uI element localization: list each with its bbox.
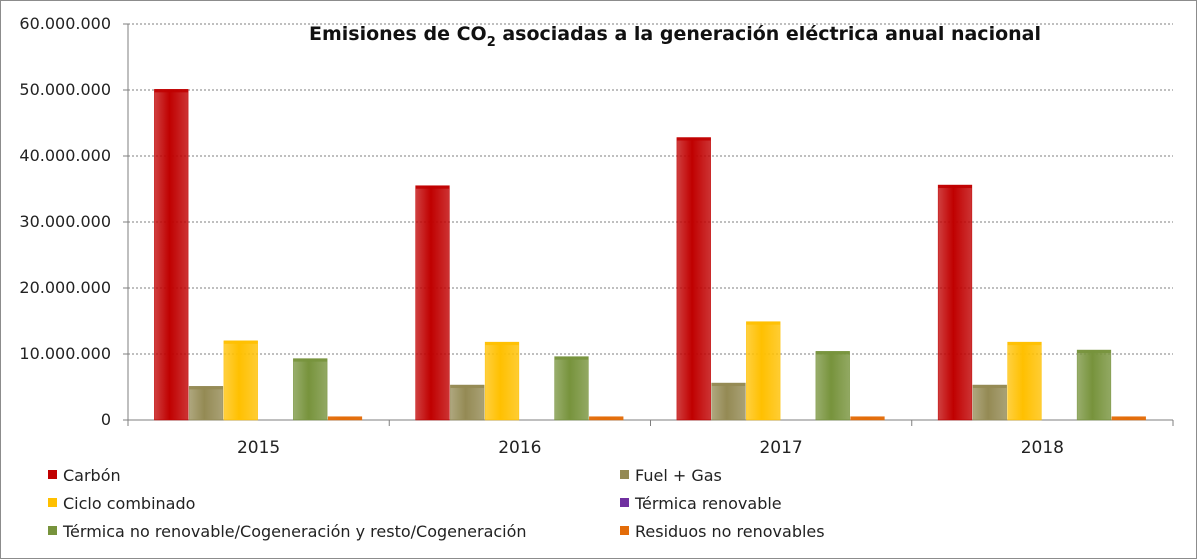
legend-label: Residuos no renovables [635,522,825,541]
bar-top-1-2016 [415,185,450,189]
legend-label: Ciclo combinado [63,494,196,513]
bar-top-6-2016 [589,416,624,420]
y-tick-label: 50.000.000 [19,80,111,99]
bar-3-2018 [1007,341,1042,421]
legend-swatch [620,498,629,507]
y-tick-label: 20.000.000 [19,278,111,297]
bar-1-2016 [415,185,450,421]
bar-1-2018 [937,184,973,421]
bar-top-1-2015 [154,89,189,93]
chart-title: Emisiones de CO2 asociadas a la generaci… [309,23,1041,50]
bar-top-1-2017 [676,137,711,141]
x-tick-label: 2016 [498,438,541,458]
bar-top-5-2017 [815,351,850,355]
legend-swatch [48,498,57,507]
bar-5-2018 [1076,349,1112,421]
legend-swatch [620,526,629,535]
bar-5-2016 [554,356,589,421]
bar-top-3-2015 [223,340,258,344]
bar-2-2018 [972,384,1007,421]
y-tick-label: 40.000.000 [19,146,111,165]
bar-top-3-2018 [1007,342,1042,346]
x-tick-label: 2018 [1021,438,1064,458]
legend-label: Carbón [63,466,121,485]
bar-5-2015 [293,358,328,421]
bar-2-2015 [188,386,224,421]
bar-top-2-2015 [189,386,223,390]
bar-1-2015 [154,89,189,421]
y-tick-label: 60.000.000 [19,14,111,33]
bar-top-6-2017 [850,416,885,420]
bar-top-1-2018 [938,185,972,189]
legend-swatch [48,470,57,479]
bar-2-2017 [711,382,746,421]
y-tick-label: 30.000.000 [19,212,111,231]
bar-3-2017 [746,321,781,421]
legend-item: Ciclo combinado [48,494,195,513]
legend-item: Carbón [48,466,121,485]
gridlines [128,23,1173,355]
legend-item: Residuos no renovables [620,522,825,541]
bar-5-2017 [815,351,850,421]
bar-3-2015 [223,340,258,421]
bar-2-2016 [450,384,485,421]
legend-item: Fuel + Gas [620,466,722,485]
bar-top-6-2018 [1111,416,1146,420]
legend-label: Térmica renovable [635,494,782,513]
bar-top-5-2018 [1077,350,1111,354]
legend-label: Térmica no renovable/Cogeneración y rest… [63,522,527,541]
bar-1-2017 [676,137,711,421]
x-tick-label: 2017 [759,438,802,458]
bar-top-3-2017 [746,321,781,325]
bar-top-2-2018 [972,385,1007,389]
legend-swatch [48,526,57,535]
x-tick-label: 2015 [237,438,280,458]
bar-top-3-2016 [485,342,519,346]
bar-top-2-2017 [711,383,746,387]
bar-top-2-2016 [450,385,485,389]
y-tick-label: 0 [101,410,111,429]
legend-item: Térmica renovable [620,494,782,513]
bars [154,89,1146,421]
y-axis: 0 10.000.000 20.000.000 30.000.000 40.000.00… [19,14,129,429]
bar-top-6-2015 [328,416,362,420]
bar-top-5-2015 [293,358,328,362]
legend-swatch [620,470,629,479]
legend-item: Térmica no renovable/Cogeneración y rest… [48,522,527,541]
bar-3-2016 [484,341,520,421]
x-axis: 2015 2016 2017 2018 [127,419,1174,458]
bar-top-5-2016 [554,356,589,360]
legend-label: Fuel + Gas [635,466,722,485]
y-tick-label: 10.000.000 [19,344,111,363]
